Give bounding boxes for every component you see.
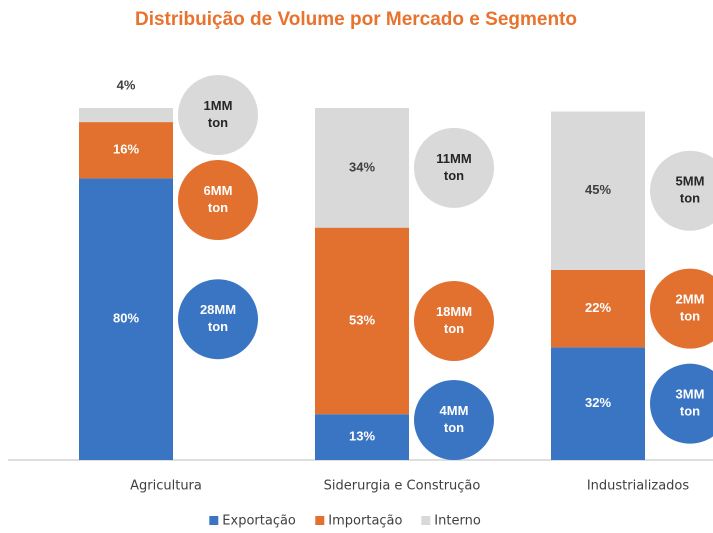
bubble-label: 6MM <box>204 183 233 198</box>
x-tick-label: Industrializados <box>587 479 690 494</box>
bubble <box>178 279 258 360</box>
bubble-label: ton <box>208 115 228 130</box>
bar-segment <box>315 108 409 228</box>
bubble-label: ton <box>208 319 228 334</box>
volume-bubble: 1MM ton <box>178 75 258 156</box>
bar-segment <box>79 122 173 179</box>
data-label: 45% <box>585 182 611 197</box>
bubble-label: 11MM <box>436 151 471 166</box>
data-label: 22% <box>585 300 611 315</box>
bubble-label: ton <box>444 420 464 435</box>
volume-bubble: 11MM ton <box>414 127 494 208</box>
bubble-label: 2MM <box>676 292 705 307</box>
bubble-label: ton <box>444 168 464 183</box>
bar-segment <box>551 111 645 270</box>
bar-segment <box>551 269 645 348</box>
data-label: 32% <box>585 395 611 410</box>
bubble-label: 3MM <box>676 387 705 402</box>
legend-swatch <box>421 516 431 525</box>
bar-segment <box>315 414 409 460</box>
bar-segment <box>79 108 173 123</box>
bubble-label: 28MM <box>200 302 236 317</box>
bubble <box>178 75 258 156</box>
bubble-label: 4MM <box>440 403 469 418</box>
data-label: 34% <box>349 159 375 174</box>
bubble <box>414 380 494 460</box>
volume-bubble: 6MM ton <box>178 160 258 241</box>
bubble-label: 5MM <box>676 174 705 189</box>
volume-bubble: 5MM ton <box>650 150 713 231</box>
data-label: 16% <box>113 142 139 157</box>
bubble <box>414 127 494 208</box>
bar-segment <box>551 347 645 460</box>
bubble-label: ton <box>444 321 464 336</box>
chart-title: Distribuição de Volume por Mercado e Seg… <box>135 9 577 30</box>
legend-label: Exportação <box>222 514 296 529</box>
bubble <box>650 150 713 231</box>
bubble-label: ton <box>680 309 700 324</box>
legend-label: Interno <box>434 514 481 529</box>
legend-swatch <box>209 516 219 525</box>
volume-bubble: 28MM ton <box>178 279 258 360</box>
bar-segment <box>315 227 409 415</box>
data-label: 13% <box>349 429 375 444</box>
bubble <box>650 363 713 444</box>
legend-swatch <box>315 516 325 525</box>
bubble-label: ton <box>208 200 228 215</box>
x-tick-label: Siderurgia e Construção <box>324 479 481 494</box>
volume-bubble: 3MM ton <box>650 363 713 444</box>
data-label: 4% <box>117 77 136 92</box>
bubble-label: 1MM <box>204 98 233 113</box>
bubble-label: ton <box>680 191 700 206</box>
bubble-label: 18MM <box>436 304 472 319</box>
data-label: 80% <box>113 311 139 326</box>
legend-label: Importação <box>328 514 402 529</box>
bubble-label: ton <box>680 404 700 419</box>
volume-bubble: 4MM ton <box>414 380 494 460</box>
volume-bubble: 2MM ton <box>650 268 713 349</box>
bubble <box>178 160 258 241</box>
bubble <box>414 280 494 361</box>
bar-segment <box>79 178 173 460</box>
bubble <box>650 268 713 349</box>
volume-bubble: 18MM ton <box>414 280 494 361</box>
x-tick-label: Agricultura <box>130 479 202 494</box>
data-label: 53% <box>349 312 375 327</box>
